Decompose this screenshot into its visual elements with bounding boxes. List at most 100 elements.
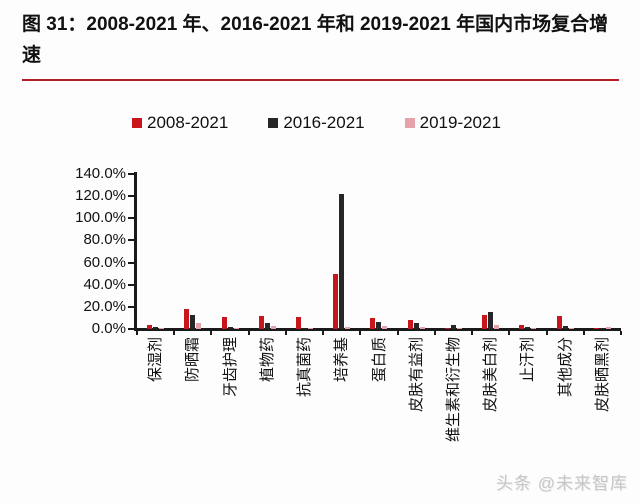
x-axis-tick: [173, 331, 176, 335]
bar: [370, 318, 376, 329]
legend-label: 2019-2021: [419, 113, 501, 132]
legend-item-2019-2021: 2019-2021: [404, 113, 501, 133]
bar-group: [286, 0, 323, 329]
bar: [593, 328, 599, 329]
bar: [270, 325, 276, 329]
x-axis-label: 皮肤美白剂: [482, 337, 500, 413]
y-axis-label: 120.0%: [75, 187, 126, 205]
bar: [376, 321, 382, 329]
bar: [531, 328, 537, 329]
bar: [556, 316, 562, 329]
y-axis-tick: [128, 173, 134, 175]
bar: [333, 273, 339, 329]
chart-legend: 2008-2021 2016-2021 2019-2021: [132, 113, 501, 133]
y-axis-tick: [128, 217, 134, 220]
watermark: 头条 @未来智库: [496, 474, 628, 493]
y-axis-line: [134, 172, 137, 330]
y-axis-tick: [128, 283, 134, 286]
bar: [562, 326, 568, 329]
x-axis-tick: [247, 331, 250, 335]
bar: [233, 328, 239, 329]
x-axis-tick: [210, 331, 213, 335]
x-axis-label: 植物药: [258, 337, 276, 383]
bar: [345, 326, 351, 329]
bar: [159, 328, 165, 329]
x-axis-label: 止汗剂: [519, 337, 537, 383]
bar-group: [360, 0, 397, 329]
bar: [264, 322, 270, 329]
bar: [444, 328, 450, 329]
x-axis-tick: [284, 331, 287, 335]
bar-group: [435, 0, 472, 329]
legend-swatch: [268, 118, 279, 128]
bar-group: [509, 0, 546, 329]
bar: [419, 327, 425, 329]
x-axis-label: 蛋白质: [370, 337, 388, 383]
x-axis-label: 皮肤有益剂: [407, 337, 425, 413]
y-axis-label: 20.0%: [83, 297, 126, 315]
x-axis-label: 保湿剂: [147, 337, 165, 383]
bar-group: [323, 0, 360, 329]
bar: [519, 324, 525, 329]
x-axis-tick: [396, 331, 399, 335]
bar: [525, 327, 531, 329]
x-axis-line: [134, 328, 621, 331]
legend-item-2016-2021: 2016-2021: [268, 113, 365, 133]
bar-group: [584, 0, 621, 329]
bar-group: [174, 0, 211, 329]
bar: [153, 326, 159, 329]
y-axis-label: 0.0%: [91, 320, 126, 337]
title-underline-rule: [22, 79, 619, 81]
legend-item-2008-2021: 2008-2021: [132, 113, 228, 133]
bar: [302, 327, 308, 329]
bar: [147, 324, 153, 329]
x-axis-label: 培养基: [333, 337, 351, 383]
y-axis-label: 60.0%: [83, 253, 126, 271]
y-axis-label: 40.0%: [83, 275, 126, 293]
y-axis-tick: [128, 261, 134, 264]
bar-group: [398, 0, 435, 329]
bar: [196, 322, 202, 329]
x-axis-label: 防晒霜: [184, 337, 202, 383]
plot-area: [137, 0, 621, 329]
figure-title: 图 31：2008-2021 年、2016-2021 年和 2019-2021 …: [22, 14, 609, 66]
bar-group: [211, 0, 248, 329]
bar: [184, 309, 190, 329]
x-axis-label: 皮肤晒黑剂: [593, 337, 611, 413]
y-axis-label: 100.0%: [75, 209, 126, 227]
bar: [413, 323, 419, 329]
bar-group: [547, 0, 584, 329]
x-axis-tick: [136, 331, 138, 335]
bar: [221, 316, 227, 329]
bar: [482, 315, 488, 329]
bar: [456, 327, 462, 329]
bar: [227, 326, 233, 329]
bar: [568, 328, 574, 329]
x-axis-label: 牙齿护理: [221, 337, 239, 398]
bar-group: [137, 0, 174, 329]
x-axis-tick: [322, 331, 325, 335]
bar: [296, 316, 302, 329]
y-axis-tick: [128, 239, 134, 242]
x-axis-tick: [359, 331, 362, 335]
bar: [339, 193, 345, 329]
bar: [450, 325, 456, 329]
x-axis-tick: [582, 331, 585, 335]
legend-swatch: [404, 118, 415, 128]
bar-group: [472, 0, 509, 329]
bar: [190, 315, 196, 329]
x-axis-tick: [433, 331, 436, 335]
y-axis-tick: [128, 305, 134, 308]
y-axis-label: 80.0%: [83, 231, 126, 249]
bar: [407, 320, 413, 329]
x-axis-tick: [508, 331, 511, 335]
bar: [382, 325, 388, 329]
y-axis-label: 140.0%: [75, 165, 126, 182]
bar: [605, 327, 611, 329]
bar: [494, 324, 500, 329]
bar-group: [249, 0, 286, 329]
legend-label: 2008-2021: [147, 113, 229, 132]
bar: [488, 311, 494, 329]
